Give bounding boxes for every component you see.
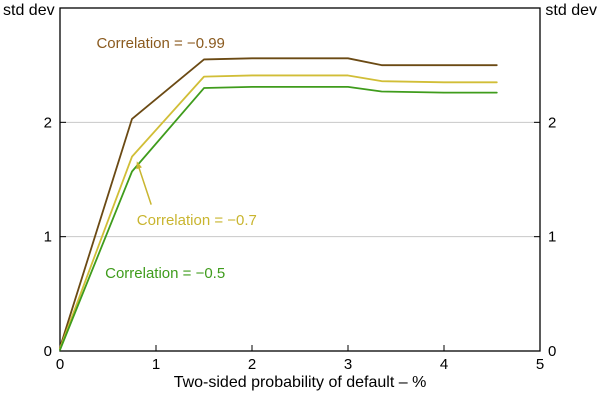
y-tick-label-right: 0 <box>548 343 556 360</box>
series-line <box>59 85 498 351</box>
x-tick-label: 1 <box>152 356 160 373</box>
annotation-label: Correlation = −0.7 <box>137 212 257 229</box>
y-tick-label-left: 0 <box>44 343 52 360</box>
series-line <box>59 57 498 349</box>
plot-frame <box>59 7 541 352</box>
y-axis-label-right: std dev <box>545 2 597 19</box>
y-tick-label-left: 2 <box>44 114 52 131</box>
series-line <box>59 74 498 350</box>
y-tick-label-right: 1 <box>548 229 556 246</box>
x-tick-label: 2 <box>248 356 256 373</box>
y-tick-label-right: 2 <box>548 114 556 131</box>
x-tick-label: 0 <box>56 356 64 373</box>
y-axis-label-left: std dev <box>3 2 55 19</box>
annotation-arrow-head <box>136 161 142 170</box>
y-tick-label-left: 1 <box>44 229 52 246</box>
annotation-label: Correlation = −0.99 <box>96 35 224 52</box>
annotation-label: Correlation = −0.5 <box>105 265 225 282</box>
x-axis-label: Two-sided probability of default – % <box>173 374 427 391</box>
x-tick-label: 3 <box>344 356 352 373</box>
x-tick-label: 5 <box>536 356 544 373</box>
annotation-arrow-shaft <box>137 164 152 205</box>
x-tick-label: 4 <box>440 356 448 373</box>
